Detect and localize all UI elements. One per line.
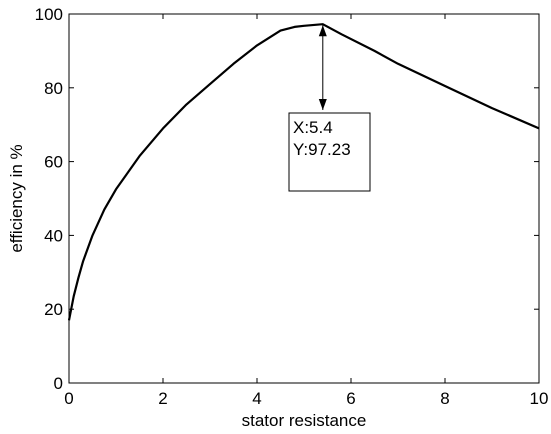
y-tick-label: 100: [35, 5, 63, 24]
datatip-x-text: X:5.4: [293, 118, 333, 137]
y-tick-label: 0: [54, 374, 63, 393]
datatip-box: [288, 112, 371, 192]
plot-frame: [68, 13, 540, 384]
x-tick-label: 10: [530, 389, 549, 408]
datatip-arrowhead-bottom: [318, 99, 327, 110]
x-axis-label: stator resistance: [242, 411, 367, 430]
x-tick-label: 6: [346, 389, 355, 408]
ticks-layer: [68, 13, 540, 384]
y-tick-label: 40: [44, 226, 63, 245]
series-line: [67, 23, 540, 321]
x-tick-label: 0: [64, 389, 73, 408]
y-axis-label: efficiency in %: [7, 144, 26, 252]
y-tick-label: 60: [44, 153, 63, 172]
x-tick-label: 2: [158, 389, 167, 408]
datatip-y-text: Y:97.23: [293, 140, 351, 159]
datatip-arrowhead-top: [318, 25, 327, 37]
y-tick-label: 80: [44, 79, 63, 98]
x-tick-label: 4: [252, 389, 261, 408]
x-tick-label: 8: [440, 389, 449, 408]
datatip[interactable]: X:5.4 Y:97.23: [288, 25, 371, 192]
y-tick-label: 20: [44, 300, 63, 319]
